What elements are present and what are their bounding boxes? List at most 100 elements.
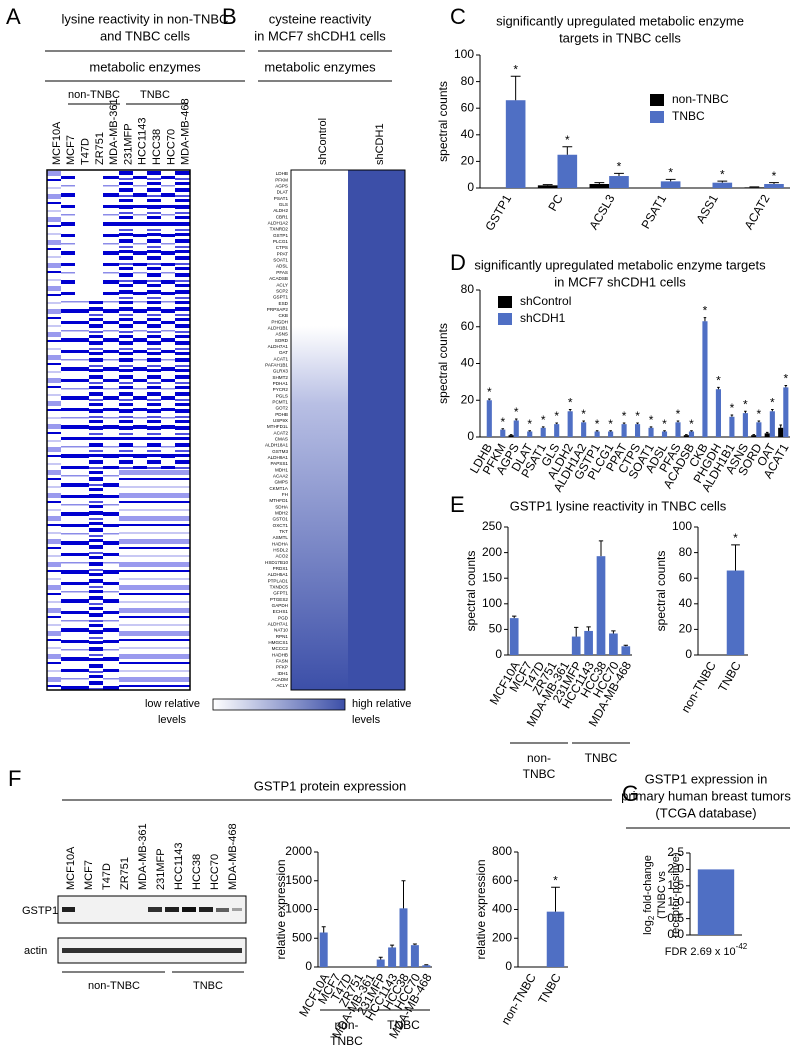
y-tick-label: 400 [492, 902, 512, 916]
significance-mark: * [635, 409, 640, 423]
gene-label: GFPT1 [273, 591, 288, 596]
gene-label: PSAT1 [274, 196, 289, 201]
y-axis-label: spectral counts [654, 551, 668, 632]
y-tick-label: 600 [492, 873, 512, 887]
significance-mark: * [622, 409, 627, 423]
gene-label: PRDX1 [273, 566, 289, 571]
y-tick-label: 800 [492, 844, 512, 858]
error-bar [555, 422, 558, 425]
column-label: MDA-MB-361 [108, 98, 120, 165]
gene-label: ESD [279, 301, 289, 306]
significance-mark: * [743, 397, 748, 411]
x-tick-label: ASS1 [693, 192, 721, 226]
gene-label: TXNRD2 [270, 227, 289, 232]
significance-mark: * [730, 401, 735, 415]
bar [697, 869, 735, 935]
error-bar [574, 626, 579, 637]
significance-mark: * [565, 133, 570, 147]
y-tick-label: 250 [482, 519, 502, 533]
gene-label: PAFAH1B1 [265, 362, 288, 367]
gene-label: SORD [275, 338, 289, 343]
chart-title: targets in TNBC cells [559, 30, 681, 45]
error-bar [586, 626, 591, 631]
error-bar [690, 430, 693, 432]
error-bar [562, 146, 573, 155]
error-bar [595, 430, 599, 432]
color-scale [212, 698, 346, 711]
y-tick-label: 20 [461, 392, 475, 406]
y-tick-label: 0.5 [667, 911, 684, 925]
bar [399, 908, 408, 967]
y-axis-label: receptor-positive) [670, 853, 682, 938]
y-axis-label: log2 fold-change [642, 855, 656, 935]
y-axis-label-sub: 2 [647, 915, 656, 920]
gene-label: ACAT1 [274, 356, 289, 361]
bar [581, 422, 587, 437]
bar [596, 556, 606, 655]
gene-label: IDH1 [278, 671, 289, 676]
error-bar [528, 430, 532, 432]
gene-label: GSPT1 [273, 295, 289, 300]
error-bar [611, 630, 616, 634]
bar [660, 181, 681, 188]
y-tick-label: 50 [489, 622, 503, 636]
group-label: non-TNBC [68, 89, 120, 101]
gene-label: CMAS [275, 436, 288, 441]
error-bar [501, 428, 505, 430]
panel-title: and TNBC cells [100, 28, 191, 43]
significance-mark: * [757, 407, 762, 421]
bar [712, 182, 733, 188]
error-bar [622, 422, 626, 425]
gene-label: GAPDH [272, 603, 288, 608]
gene-label: PPAT [277, 251, 289, 256]
bar [589, 184, 610, 188]
y-tick-label: 1500 [285, 873, 312, 887]
error-bar [636, 422, 639, 425]
significance-mark: * [649, 413, 654, 427]
gene-label: MTHFD1L [267, 424, 289, 429]
panel-letter: F [8, 766, 21, 791]
gene-label: ACAA2 [273, 473, 289, 478]
bar [764, 184, 784, 188]
gene-label: ALDH18A1 [265, 443, 288, 448]
lane-label: MDA-MB-361 [137, 823, 149, 890]
footnote-sup: -42 [736, 942, 748, 951]
blot-label: GSTP1 [22, 905, 58, 917]
group-label: non-TNBC [88, 980, 140, 992]
significance-mark: * [608, 417, 613, 431]
panel-letter: D [450, 250, 466, 275]
error-bar [717, 180, 728, 183]
gene-label: PDHB [275, 412, 288, 417]
legend-label: non-TNBC [672, 92, 729, 106]
bar [608, 431, 614, 437]
y-tick-label: 0 [505, 959, 512, 973]
y-tick-label: 1000 [285, 902, 312, 916]
x-tick-label: non-TNBC [498, 971, 539, 1027]
error-bar [744, 410, 747, 414]
error-bar [514, 418, 518, 421]
bar [756, 422, 762, 437]
column-labels: MCF10A MCF7 T47D ZR751 MDA-MB-361 231MFP HCC11… [51, 98, 192, 165]
significance-mark: * [662, 417, 667, 431]
y-axis-label-part: fold-change [642, 855, 654, 916]
error-bar [594, 182, 605, 185]
lane-label: ZR751 [119, 857, 131, 890]
column-label: HCC70 [165, 129, 177, 165]
y-tick-label: 80 [461, 74, 475, 88]
column-label: HCC38 [151, 129, 163, 165]
lane-label: MDA-MB-468 [227, 823, 239, 890]
gene-label: TKT [279, 529, 288, 534]
error-bar [510, 75, 521, 101]
error-bar [757, 420, 761, 423]
blot-label: actin [24, 945, 47, 957]
error-bar [784, 385, 788, 388]
footnote: FDR 2.69 x 10-42 [665, 942, 748, 958]
panel-title: GSTP1 protein expression [254, 778, 406, 793]
error-bar [598, 540, 604, 557]
y-tick-label: 100 [454, 47, 474, 61]
error-bar [676, 420, 680, 423]
bar [742, 413, 748, 437]
panel-subtitle: metabolic enzymes [264, 59, 376, 74]
significance-mark: * [733, 531, 738, 545]
error-bar [730, 414, 734, 417]
